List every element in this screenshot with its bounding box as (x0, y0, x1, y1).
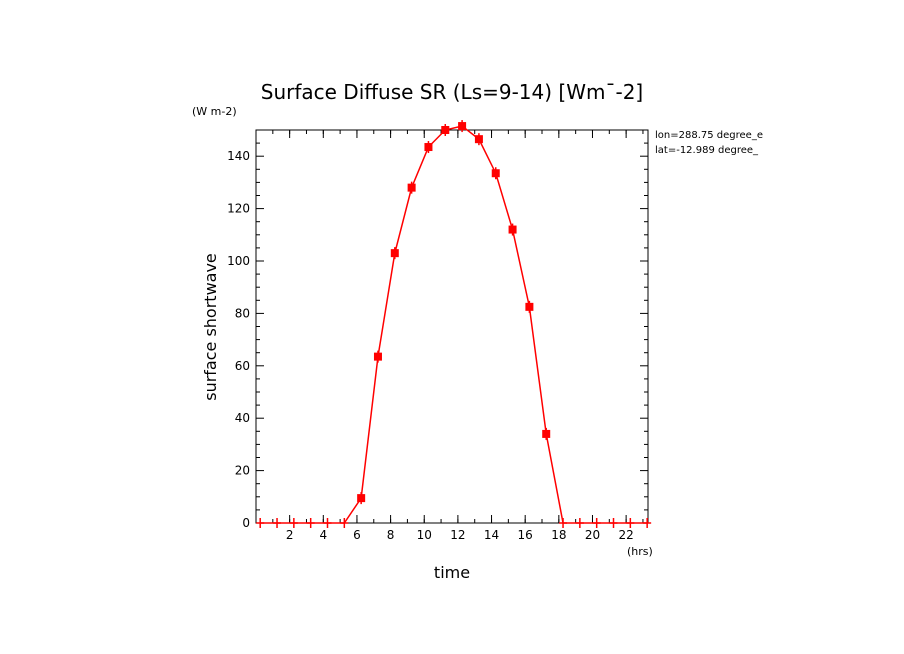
data-point (390, 249, 399, 258)
data-point (491, 169, 500, 178)
x-tick-label: 6 (353, 528, 361, 542)
chart-title: Surface Diffuse SR (Ls=9-14) [Wm¯-2] (261, 80, 643, 104)
x-tick-label: 10 (417, 528, 432, 542)
series-line (260, 125, 648, 524)
data-point (525, 302, 534, 311)
x-units-label: (hrs) (627, 545, 653, 558)
data-point (441, 126, 450, 134)
x-tick-label: 18 (551, 528, 566, 542)
plot-frame (255, 129, 649, 524)
y-tick-label: 20 (235, 464, 250, 478)
data-point (542, 429, 551, 438)
x-tick-label: 12 (450, 528, 465, 542)
x-tick-label: 20 (585, 528, 600, 542)
x-tick-label: 4 (319, 528, 327, 542)
data-point (474, 135, 483, 144)
x-tick-label: 22 (618, 528, 633, 542)
data-point (357, 494, 366, 503)
data-point (424, 143, 433, 152)
x-tick-label: 8 (387, 528, 395, 542)
data-point (458, 122, 467, 131)
y-tick-label: 0 (242, 516, 250, 530)
data-point (373, 352, 382, 361)
data-series (256, 120, 652, 528)
y-tick-label: 60 (235, 359, 250, 373)
axis-ticks: 2 4 6 8 10 12 14 16 18 20 22 0 20 40 60 80 100 120 140 (227, 130, 648, 542)
annotation-lon: lon=288.75 degree_e (655, 130, 763, 141)
annotation-lat: lat=-12.989 degree_ (655, 145, 759, 156)
x-tick-label: 16 (518, 528, 533, 542)
y-tick-label: 80 (235, 306, 250, 320)
y-units-label: (W m-2) (192, 105, 237, 118)
y-tick-label: 100 (227, 254, 250, 268)
x-axis-label: time (434, 563, 470, 582)
data-point (407, 183, 416, 192)
y-axis-label: surface shortwave (201, 253, 220, 401)
x-tick-label: 2 (286, 528, 294, 542)
data-point (508, 225, 517, 234)
y-tick-label: 140 (227, 149, 250, 163)
y-tick-label: 120 (227, 202, 250, 216)
x-tick-label: 14 (484, 528, 499, 542)
y-tick-label: 40 (235, 411, 250, 425)
